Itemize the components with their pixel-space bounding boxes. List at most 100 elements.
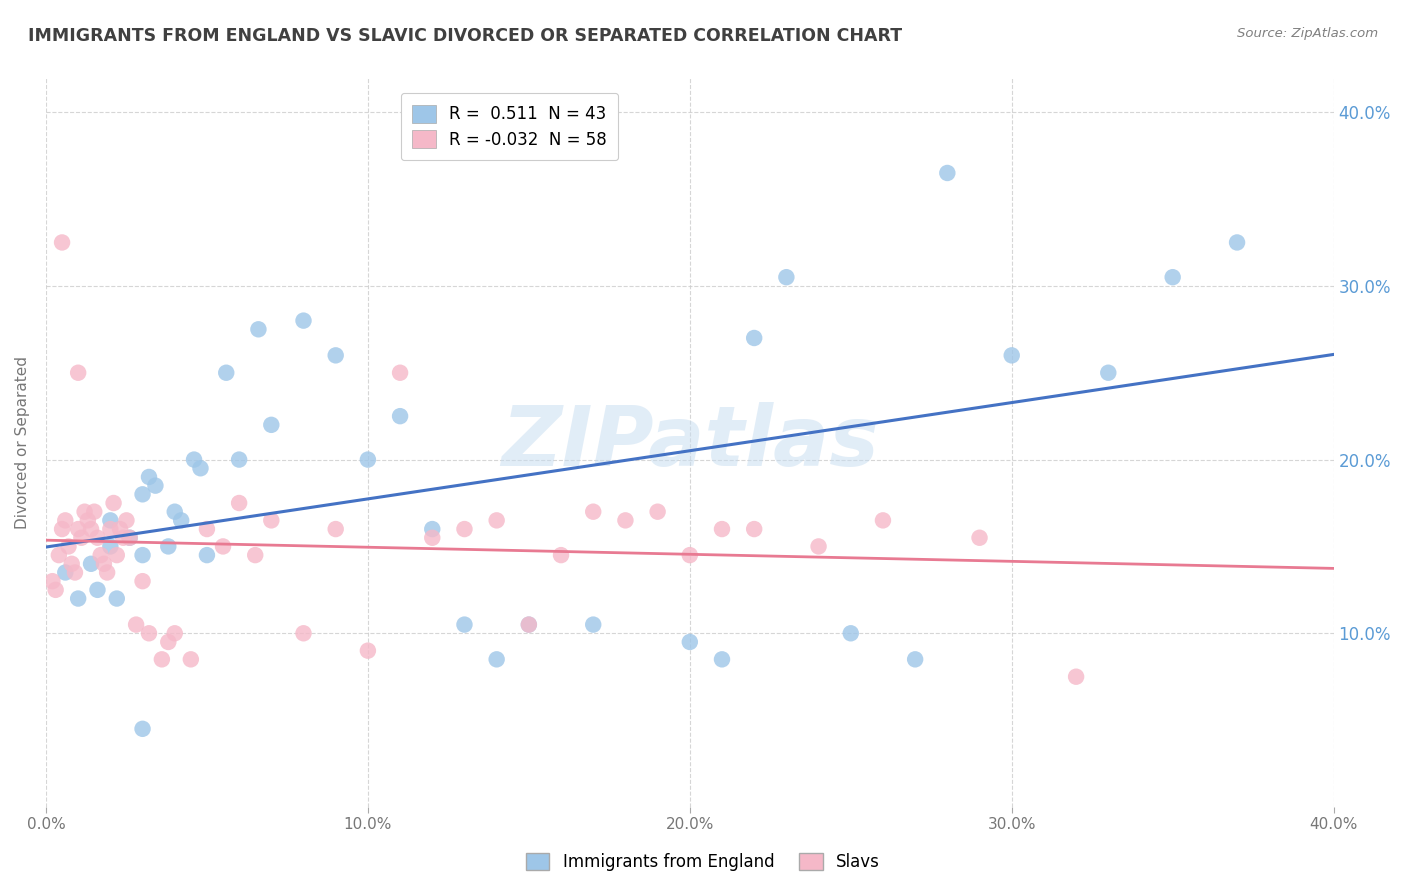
Point xyxy=(150,652,173,666)
Point xyxy=(83,505,105,519)
Point xyxy=(517,617,540,632)
Point xyxy=(389,409,412,424)
Point xyxy=(212,540,235,554)
Point xyxy=(742,331,765,345)
Point xyxy=(195,522,218,536)
Point xyxy=(292,313,315,327)
Point xyxy=(647,505,669,519)
Point xyxy=(103,496,125,510)
Point xyxy=(41,574,63,589)
Point xyxy=(118,531,141,545)
Point xyxy=(70,531,93,545)
Point xyxy=(48,548,70,562)
Text: IMMIGRANTS FROM ENGLAND VS SLAVIC DIVORCED OR SEPARATED CORRELATION CHART: IMMIGRANTS FROM ENGLAND VS SLAVIC DIVORC… xyxy=(28,27,903,45)
Point xyxy=(872,513,894,527)
Point xyxy=(1226,235,1249,250)
Point xyxy=(420,531,443,545)
Legend: Immigrants from England, Slavs: Immigrants from England, Slavs xyxy=(517,845,889,880)
Point xyxy=(1001,348,1024,362)
Point xyxy=(485,513,508,527)
Point xyxy=(93,557,115,571)
Point xyxy=(453,522,475,536)
Point xyxy=(453,617,475,632)
Point xyxy=(485,652,508,666)
Point xyxy=(157,635,180,649)
Point xyxy=(1064,670,1087,684)
Point xyxy=(1097,366,1119,380)
Point xyxy=(145,478,167,492)
Point xyxy=(112,531,135,545)
Point xyxy=(60,557,83,571)
Point xyxy=(105,591,128,606)
Point xyxy=(138,470,160,484)
Point xyxy=(292,626,315,640)
Point xyxy=(115,513,138,527)
Point xyxy=(389,366,412,380)
Point xyxy=(131,574,153,589)
Point xyxy=(86,531,108,545)
Point xyxy=(67,366,90,380)
Point xyxy=(936,166,959,180)
Point xyxy=(582,617,605,632)
Point xyxy=(325,522,347,536)
Point xyxy=(80,522,103,536)
Point xyxy=(195,548,218,562)
Text: ZIPatlas: ZIPatlas xyxy=(501,401,879,483)
Point xyxy=(517,617,540,632)
Point xyxy=(125,617,148,632)
Point xyxy=(53,566,76,580)
Point xyxy=(58,540,80,554)
Point xyxy=(138,626,160,640)
Point xyxy=(96,566,118,580)
Point xyxy=(90,548,112,562)
Point xyxy=(108,522,131,536)
Point xyxy=(53,513,76,527)
Point xyxy=(190,461,212,475)
Point xyxy=(711,652,734,666)
Point xyxy=(118,531,141,545)
Point xyxy=(163,505,186,519)
Point xyxy=(98,522,121,536)
Point xyxy=(420,522,443,536)
Point xyxy=(131,487,153,501)
Point xyxy=(228,452,250,467)
Point xyxy=(679,548,702,562)
Point xyxy=(215,366,238,380)
Point xyxy=(67,522,90,536)
Point xyxy=(51,235,73,250)
Point xyxy=(183,452,205,467)
Point xyxy=(67,591,90,606)
Point xyxy=(904,652,927,666)
Point xyxy=(711,522,734,536)
Point xyxy=(357,643,380,657)
Point xyxy=(105,548,128,562)
Point xyxy=(839,626,862,640)
Point xyxy=(131,548,153,562)
Point xyxy=(73,505,96,519)
Point xyxy=(742,522,765,536)
Legend: R =  0.511  N = 43, R = -0.032  N = 58: R = 0.511 N = 43, R = -0.032 N = 58 xyxy=(401,93,619,161)
Point xyxy=(131,722,153,736)
Point xyxy=(357,452,380,467)
Point xyxy=(98,513,121,527)
Point xyxy=(45,582,67,597)
Text: Source: ZipAtlas.com: Source: ZipAtlas.com xyxy=(1237,27,1378,40)
Y-axis label: Divorced or Separated: Divorced or Separated xyxy=(15,356,30,529)
Point xyxy=(775,270,797,285)
Point xyxy=(582,505,605,519)
Point xyxy=(51,522,73,536)
Point xyxy=(679,635,702,649)
Point xyxy=(325,348,347,362)
Point xyxy=(245,548,267,562)
Point xyxy=(180,652,202,666)
Point xyxy=(969,531,991,545)
Point xyxy=(80,557,103,571)
Point xyxy=(228,496,250,510)
Point xyxy=(86,582,108,597)
Point xyxy=(550,548,572,562)
Point xyxy=(163,626,186,640)
Point xyxy=(157,540,180,554)
Point xyxy=(63,566,86,580)
Point xyxy=(260,417,283,432)
Point xyxy=(170,513,193,527)
